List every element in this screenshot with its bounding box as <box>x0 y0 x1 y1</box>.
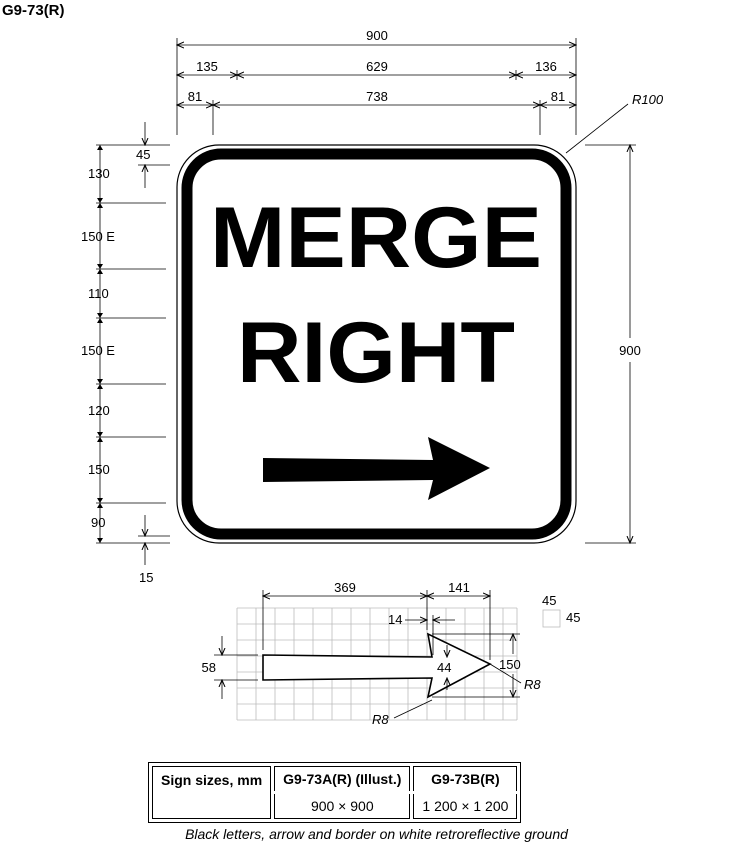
dim-left-margin: 135 <box>196 59 218 74</box>
sign-right-arrow-icon <box>263 437 490 500</box>
arrow-detail-dimensions <box>214 590 522 719</box>
dim-offset: 14 <box>388 612 402 627</box>
size-col1-name: G9-73A(R) (Illust.) <box>274 766 411 791</box>
sign-line-right: RIGHT <box>237 305 515 401</box>
dim-inner-width: 738 <box>366 89 388 104</box>
merge-right-sign: MERGE RIGHT <box>176 144 577 544</box>
dim-border-right: 81 <box>551 89 565 104</box>
dim-15: 15 <box>139 570 153 585</box>
size-col2-value: 1 200 × 1 200 <box>413 794 518 819</box>
dim-head-height: 150 <box>499 657 521 672</box>
dim-110: 110 <box>88 286 109 301</box>
dim-notch-radius: R8 <box>372 712 389 727</box>
drawing-title: G9-73(R) <box>2 2 65 19</box>
right-dimension-lines <box>585 145 636 543</box>
size-col2-name: G9-73B(R) <box>413 766 518 791</box>
top-dimension-lines <box>177 38 576 135</box>
dim-120: 120 <box>88 403 110 418</box>
dim-150: 150 <box>88 462 110 477</box>
grid-scale-square <box>542 609 561 628</box>
dim-right-margin: 136 <box>535 59 557 74</box>
dim-border-left: 81 <box>188 89 202 104</box>
dim-shaft-length: 369 <box>334 580 356 595</box>
dim-tip-radius: R8 <box>524 677 541 692</box>
dim-overall-height: 900 <box>619 343 641 358</box>
sign-line-merge: MERGE <box>210 190 542 286</box>
footnote: Black letters, arrow and border on white… <box>185 826 568 842</box>
left-dimension-lines <box>96 122 170 565</box>
dim-top-border: 45 <box>136 147 150 162</box>
dim-overall-width: 900 <box>366 28 388 43</box>
size-col1-value: 900 × 900 <box>274 794 411 819</box>
corner-radius-leader <box>565 103 629 154</box>
dim-shaft-height: 58 <box>202 660 216 675</box>
sizes-header: Sign sizes, mm <box>152 766 272 819</box>
dim-150e-2: 150 E <box>81 343 115 358</box>
dim-legend-width: 629 <box>366 59 388 74</box>
arrow-outline-icon <box>262 632 492 699</box>
dim-130: 130 <box>88 166 110 181</box>
sign-sizes-table: Sign sizes, mm G9-73A(R) (Illust.) G9-73… <box>148 762 522 823</box>
dim-90: 90 <box>91 515 105 530</box>
dim-corner-radius: R100 <box>632 92 664 107</box>
dim-head-length: 141 <box>448 580 470 595</box>
dim-head-inner: 44 <box>437 660 451 675</box>
grid-cell-width: 45 <box>542 593 556 608</box>
left-chain-arrowheads <box>97 145 103 543</box>
dim-150e-1: 150 E <box>81 229 115 244</box>
grid-cell-height: 45 <box>566 610 580 625</box>
